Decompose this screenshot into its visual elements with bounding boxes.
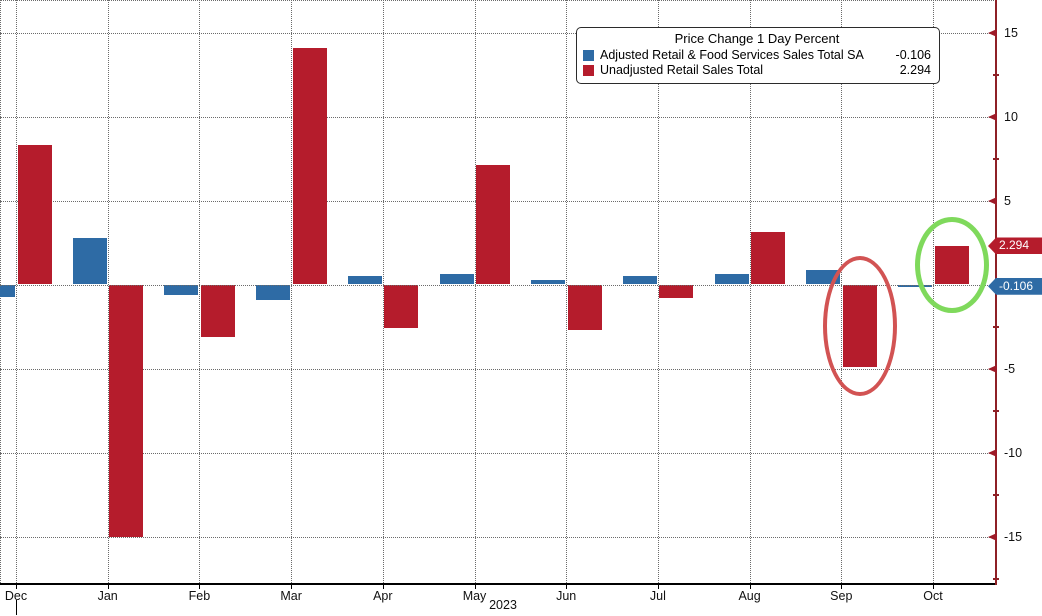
gridline-v-jul [657, 0, 659, 583]
y-tick-label-5: 5 [1004, 193, 1011, 208]
bar-may-unadjusted [476, 165, 510, 285]
y-tick-arrow-10 [988, 112, 997, 121]
x-tick-oct [933, 583, 934, 589]
y-minor-tick--17.5 [993, 577, 999, 580]
legend-row-unadjusted: Unadjusted Retail Sales Total 2.294 [583, 63, 931, 78]
y-tick-arrow--15 [988, 532, 997, 541]
bar-jan-unadjusted [109, 284, 144, 538]
x-tick-label-aug: Aug [738, 589, 761, 603]
bar-jun-unadjusted [567, 284, 602, 330]
y-tick-arrow--10 [988, 448, 997, 457]
legend-series-name: Adjusted Retail & Food Services Sales To… [600, 48, 864, 62]
bar-jan-adjusted [72, 238, 107, 285]
x-tick-label-jun: Jun [556, 589, 577, 603]
plot-frame-top [0, 0, 996, 1]
gridline-h--5 [0, 368, 996, 370]
x-tick-label-sep: Sep [830, 589, 853, 603]
bar-feb-adjusted [164, 284, 199, 295]
x-tick-label-may: May [462, 589, 487, 603]
x-tick-apr [382, 583, 384, 589]
gridline-v-jun [566, 0, 568, 583]
y-tick-label-10: 10 [1004, 109, 1018, 124]
gridline-h-15 [0, 32, 996, 34]
bar-feb-unadjusted [200, 284, 235, 338]
x-tick-may [474, 583, 476, 589]
gridline-v-dec [16, 0, 17, 583]
gridline-v-apr [382, 0, 384, 583]
x-tick-label-dec: Dec [4, 589, 28, 603]
y-minor-tick-7.5 [993, 157, 999, 160]
gridline-h-10 [0, 116, 996, 118]
bar-mar-unadjusted [292, 47, 327, 285]
gridline-zero [0, 284, 996, 286]
bar-apr-unadjusted [384, 284, 419, 329]
x-tick-jun [566, 583, 568, 589]
gridline-h--15 [0, 536, 996, 538]
annotation-ellipse-sep [822, 255, 897, 396]
x-tick-label-jan: Jan [97, 589, 118, 603]
y-tick-arrow-15 [988, 28, 997, 37]
y-minor-tick-12.5 [993, 73, 999, 76]
legend-series-name: Unadjusted Retail Sales Total [600, 63, 764, 77]
y-tick-label--10: -10 [1004, 445, 1023, 460]
year-separator-tick [16, 600, 17, 615]
x-tick-label-jul: Jul [649, 589, 666, 603]
x-tick-aug [749, 583, 751, 589]
legend-title: Price Change 1 Day Percent [674, 31, 840, 46]
y-tick-label-15: 15 [1004, 25, 1018, 40]
bar-oct-adjusted [898, 284, 932, 287]
x-tick-jan [107, 583, 109, 589]
x-tick-mar [291, 583, 293, 589]
bar-dec-unadjusted [17, 145, 52, 285]
y-minor-tick--12.5 [993, 493, 999, 496]
gridline-v-jan [107, 0, 109, 583]
gridline-v-may [474, 0, 476, 583]
legend-series-value: -0.106 [895, 48, 931, 62]
bar-aug-unadjusted [751, 232, 786, 285]
legend-series-value: 2.294 [899, 63, 931, 77]
y-tick-label--5: -5 [1004, 361, 1016, 376]
last-value-tag-adjusted: -0.106 [988, 277, 1042, 295]
legend-box: Price Change 1 Day Percent Adjusted Reta… [576, 27, 940, 84]
gridline-h--10 [0, 452, 996, 454]
bar-aug-adjusted [714, 273, 749, 285]
x-tick-dec [16, 583, 17, 589]
year-label: 2023 [489, 598, 517, 612]
y-tick-label--15: -15 [1004, 529, 1023, 544]
bar-mar-adjusted [256, 284, 291, 300]
blue-series-swatch-icon [583, 50, 594, 61]
x-tick-feb [199, 583, 201, 589]
gridline-v-mar [291, 0, 293, 583]
annotation-ellipse-oct [914, 216, 989, 314]
x-tick-label-mar: Mar [280, 589, 302, 603]
x-tick-label-feb: Feb [188, 589, 211, 603]
bar-may-adjusted [439, 273, 474, 285]
gridline-v-aug [749, 0, 751, 583]
plot-area [0, 0, 996, 583]
bar-jun-adjusted [531, 280, 566, 285]
x-tick-jul [657, 583, 659, 589]
y-tick-arrow--5 [988, 364, 997, 373]
x-axis-line [0, 583, 997, 585]
bar-jul-unadjusted [659, 284, 694, 298]
bar-apr-adjusted [347, 276, 382, 285]
legend-row-adjusted: Adjusted Retail & Food Services Sales To… [583, 48, 931, 63]
x-tick-label-oct: Oct [923, 589, 943, 603]
x-tick-label-apr: Apr [373, 589, 393, 603]
y-minor-tick--7.5 [993, 409, 999, 412]
y-tick-arrow-5 [988, 196, 997, 205]
x-tick-sep [841, 583, 843, 589]
gridline-v-feb [199, 0, 201, 583]
y-minor-tick--2.5 [993, 325, 999, 328]
red-series-swatch-icon [583, 65, 594, 76]
bar-jul-adjusted [622, 276, 657, 285]
last-value-tag-unadjusted: 2.294 [988, 237, 1042, 255]
bar-dec-adjusted [0, 284, 15, 298]
